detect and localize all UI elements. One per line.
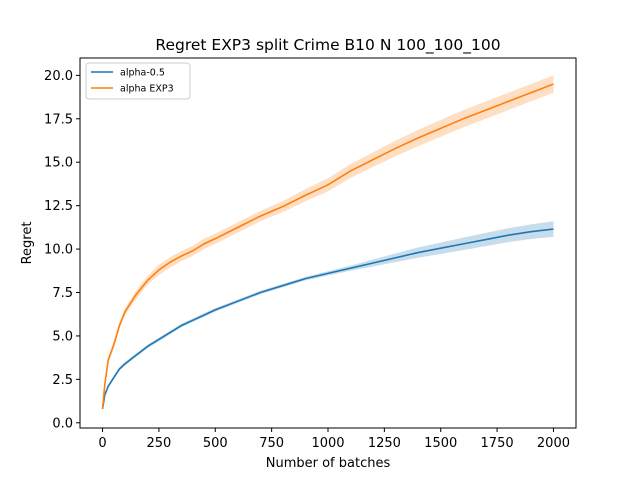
band-alpha-exp3: [102, 75, 554, 411]
x-tick-label: 750: [259, 436, 284, 451]
x-tick-label: 1000: [311, 436, 344, 451]
y-tick-label: 10.0: [44, 243, 73, 258]
legend-label-alpha-0.5: alpha-0.5: [120, 68, 165, 79]
x-tick-label: 1500: [424, 436, 457, 451]
y-tick-label: 17.5: [44, 112, 73, 127]
x-tick-label: 0: [98, 436, 106, 451]
x-axis-ticks: 0 250 500 750 1000 1250 1500 1750 2000: [98, 428, 570, 451]
y-tick-label: 15.0: [44, 156, 73, 171]
x-axis-label: Number of batches: [266, 456, 391, 471]
legend-label-alpha-exp3: alpha EXP3: [120, 84, 174, 95]
x-tick-label: 250: [146, 436, 171, 451]
y-tick-label: 2.5: [52, 373, 73, 388]
y-axis-ticks: 0.0 2.5 5.0 7.5 10.0 12.5 15.0 17.5 20.0: [44, 69, 80, 431]
legend: alpha-0.5 alpha EXP3: [85, 62, 191, 100]
x-tick-label: 1250: [368, 436, 401, 451]
confidence-bands: [102, 75, 554, 411]
y-axis-label: Regret: [20, 222, 35, 265]
y-tick-label: 5.0: [52, 329, 73, 344]
y-tick-label: 7.5: [52, 286, 73, 301]
band-alpha-0.5: [102, 221, 554, 411]
line-alpha-exp3: [101, 83, 554, 409]
x-tick-label: 500: [203, 436, 228, 451]
y-tick-label: 0.0: [52, 416, 73, 431]
series-lines: [101, 83, 554, 410]
line-alpha-0.5: [101, 228, 554, 410]
x-tick-label: 2000: [537, 436, 570, 451]
y-tick-label: 12.5: [44, 199, 73, 214]
chart-title: Regret EXP3 split Crime B10 N 100_100_10…: [155, 36, 500, 55]
x-tick-label: 1750: [481, 436, 514, 451]
y-tick-label: 20.0: [44, 69, 73, 84]
plot-area-frame: [79, 57, 577, 429]
